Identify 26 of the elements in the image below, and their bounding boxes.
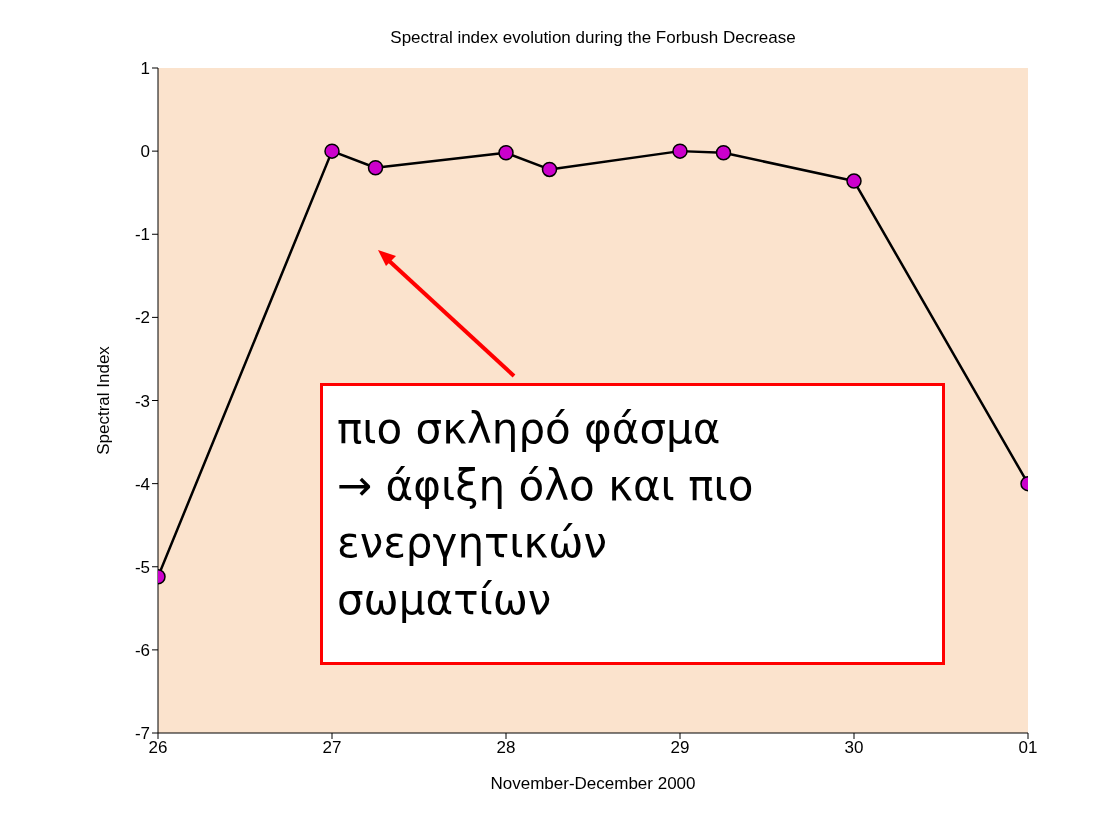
point (846, 173, 862, 189)
y-tick-label: -4 (134, 474, 150, 494)
point (715, 145, 732, 161)
y-tick-label: -6 (134, 640, 150, 660)
y-tick-label: 1 (140, 59, 150, 79)
point (367, 160, 384, 176)
point (324, 143, 340, 159)
y-tick-label: -7 (134, 724, 150, 744)
y-tick-label: -5 (134, 557, 150, 577)
x-tick-label: 26 (148, 738, 168, 758)
x-tick-label: 28 (496, 738, 516, 758)
point (498, 145, 514, 161)
y-tick-label: 0 (140, 142, 150, 162)
callout-box: πιο σκληρό φάσμα → άφιξη όλο και πιο ενεργητικών σωματίων (320, 383, 945, 665)
y-tick-label: -1 (134, 225, 150, 245)
x-tick-label: 29 (670, 738, 690, 758)
x-tick-label: 01 (1018, 738, 1038, 758)
x-tick-label: 27 (322, 738, 342, 758)
y-tick-label: -3 (134, 391, 150, 411)
x-tick-label: 30 (844, 738, 864, 758)
y-axis-title: Spectral Index (94, 345, 114, 455)
point (541, 161, 558, 178)
chart-title: Spectral index evolution during the Forbush Decrease (389, 28, 797, 48)
x-axis-title: November-December 2000 (490, 774, 696, 793)
y-tick-label: -2 (134, 308, 150, 328)
point (672, 143, 688, 159)
